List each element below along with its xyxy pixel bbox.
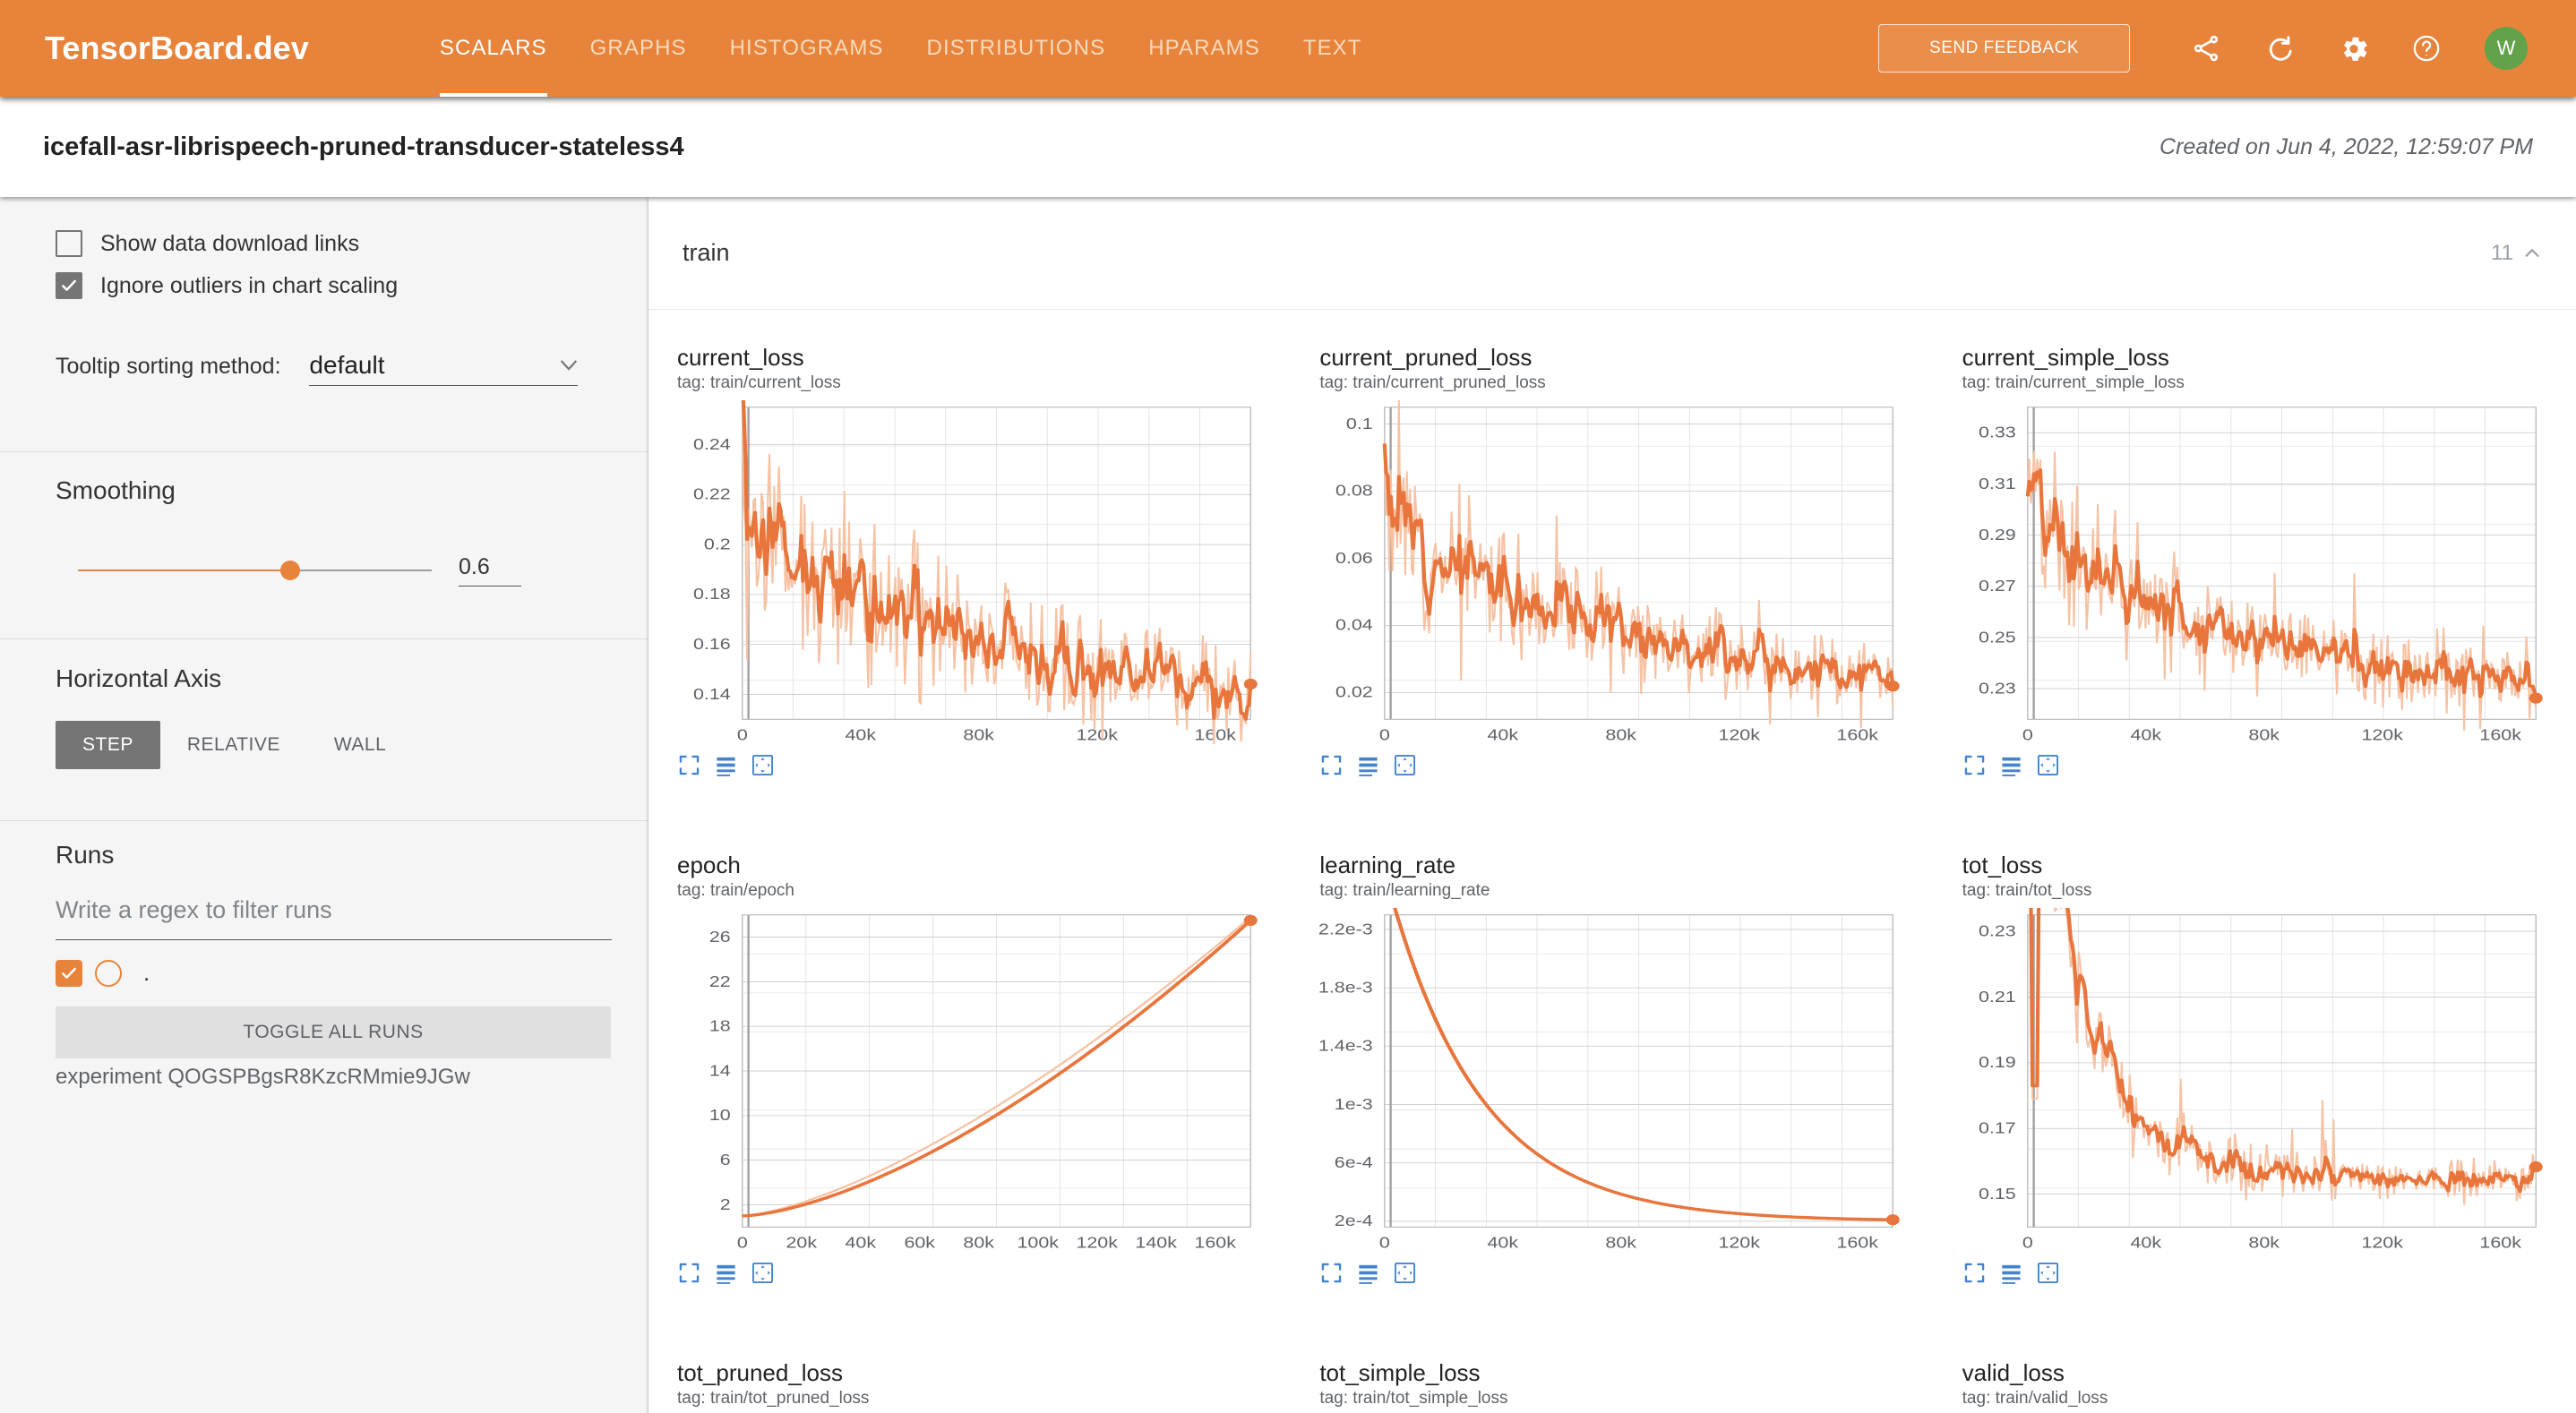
svg-text:160k: 160k — [1194, 726, 1236, 744]
svg-text:0.17: 0.17 — [1979, 1119, 2016, 1137]
svg-text:26: 26 — [709, 928, 731, 946]
svg-text:0.19: 0.19 — [1979, 1054, 2016, 1072]
svg-text:80k: 80k — [2248, 726, 2280, 744]
svg-text:0.14: 0.14 — [693, 685, 731, 703]
svg-text:0.2: 0.2 — [704, 535, 731, 553]
svg-text:100k: 100k — [1017, 1234, 1059, 1252]
svg-text:0.06: 0.06 — [1335, 549, 1373, 567]
svg-text:0: 0 — [2022, 726, 2032, 744]
svg-text:0.27: 0.27 — [1979, 578, 2016, 595]
svg-text:160k: 160k — [2479, 1234, 2521, 1252]
svg-text:160k: 160k — [1837, 726, 1879, 744]
svg-text:80k: 80k — [1606, 726, 1637, 744]
svg-text:0: 0 — [2022, 1234, 2032, 1252]
svg-text:10: 10 — [709, 1107, 731, 1125]
svg-text:0.18: 0.18 — [693, 586, 731, 604]
svg-text:0.02: 0.02 — [1335, 683, 1373, 701]
svg-text:120k: 120k — [1719, 1234, 1761, 1252]
svg-text:160k: 160k — [1194, 1234, 1236, 1252]
svg-text:40k: 40k — [845, 726, 876, 744]
svg-text:0.33: 0.33 — [1979, 424, 2016, 441]
svg-text:0: 0 — [737, 726, 748, 744]
svg-text:0.23: 0.23 — [1979, 922, 2016, 940]
svg-text:0: 0 — [1379, 1234, 1390, 1252]
svg-text:0.15: 0.15 — [1979, 1186, 2016, 1203]
svg-text:1.8e-3: 1.8e-3 — [1319, 979, 1373, 997]
svg-text:18: 18 — [709, 1017, 731, 1035]
svg-text:0.31: 0.31 — [1979, 475, 2016, 492]
svg-text:2: 2 — [720, 1195, 731, 1213]
svg-text:0.16: 0.16 — [693, 636, 731, 654]
svg-text:6e-4: 6e-4 — [1335, 1154, 1373, 1172]
svg-text:0.22: 0.22 — [693, 485, 731, 503]
svg-text:0.04: 0.04 — [1335, 616, 1373, 634]
svg-text:40k: 40k — [2130, 1234, 2161, 1252]
svg-text:40k: 40k — [845, 1234, 876, 1252]
svg-text:2e-4: 2e-4 — [1335, 1212, 1373, 1230]
svg-text:40k: 40k — [1488, 726, 1519, 744]
svg-text:120k: 120k — [1719, 726, 1761, 744]
svg-text:120k: 120k — [2361, 726, 2403, 744]
svg-text:0: 0 — [737, 1234, 748, 1252]
svg-text:80k: 80k — [1606, 1234, 1637, 1252]
svg-text:160k: 160k — [2479, 726, 2521, 744]
svg-text:0.29: 0.29 — [1979, 527, 2016, 544]
svg-text:22: 22 — [709, 972, 731, 990]
svg-text:0.1: 0.1 — [1346, 415, 1373, 432]
svg-text:1e-3: 1e-3 — [1335, 1095, 1373, 1113]
svg-text:6: 6 — [720, 1152, 731, 1169]
svg-text:0.08: 0.08 — [1335, 482, 1373, 500]
svg-text:160k: 160k — [1837, 1234, 1879, 1252]
svg-text:0.21: 0.21 — [1979, 988, 2016, 1006]
svg-text:80k: 80k — [963, 1234, 994, 1252]
svg-text:2.2e-3: 2.2e-3 — [1319, 921, 1373, 938]
svg-text:40k: 40k — [1488, 1234, 1519, 1252]
svg-text:120k: 120k — [2361, 1234, 2403, 1252]
svg-text:20k: 20k — [786, 1234, 817, 1252]
svg-text:14: 14 — [709, 1062, 731, 1080]
svg-text:0.23: 0.23 — [1979, 680, 2016, 698]
svg-text:1.4e-3: 1.4e-3 — [1319, 1037, 1373, 1055]
svg-text:0: 0 — [1379, 726, 1390, 744]
svg-text:0.24: 0.24 — [693, 435, 731, 453]
svg-text:80k: 80k — [2248, 1234, 2280, 1252]
svg-text:60k: 60k — [904, 1234, 935, 1252]
svg-text:40k: 40k — [2130, 726, 2161, 744]
svg-text:80k: 80k — [963, 726, 994, 744]
svg-text:120k: 120k — [1076, 726, 1118, 744]
svg-text:140k: 140k — [1135, 1234, 1177, 1252]
svg-text:120k: 120k — [1076, 1234, 1118, 1252]
svg-text:0.25: 0.25 — [1979, 629, 2016, 647]
